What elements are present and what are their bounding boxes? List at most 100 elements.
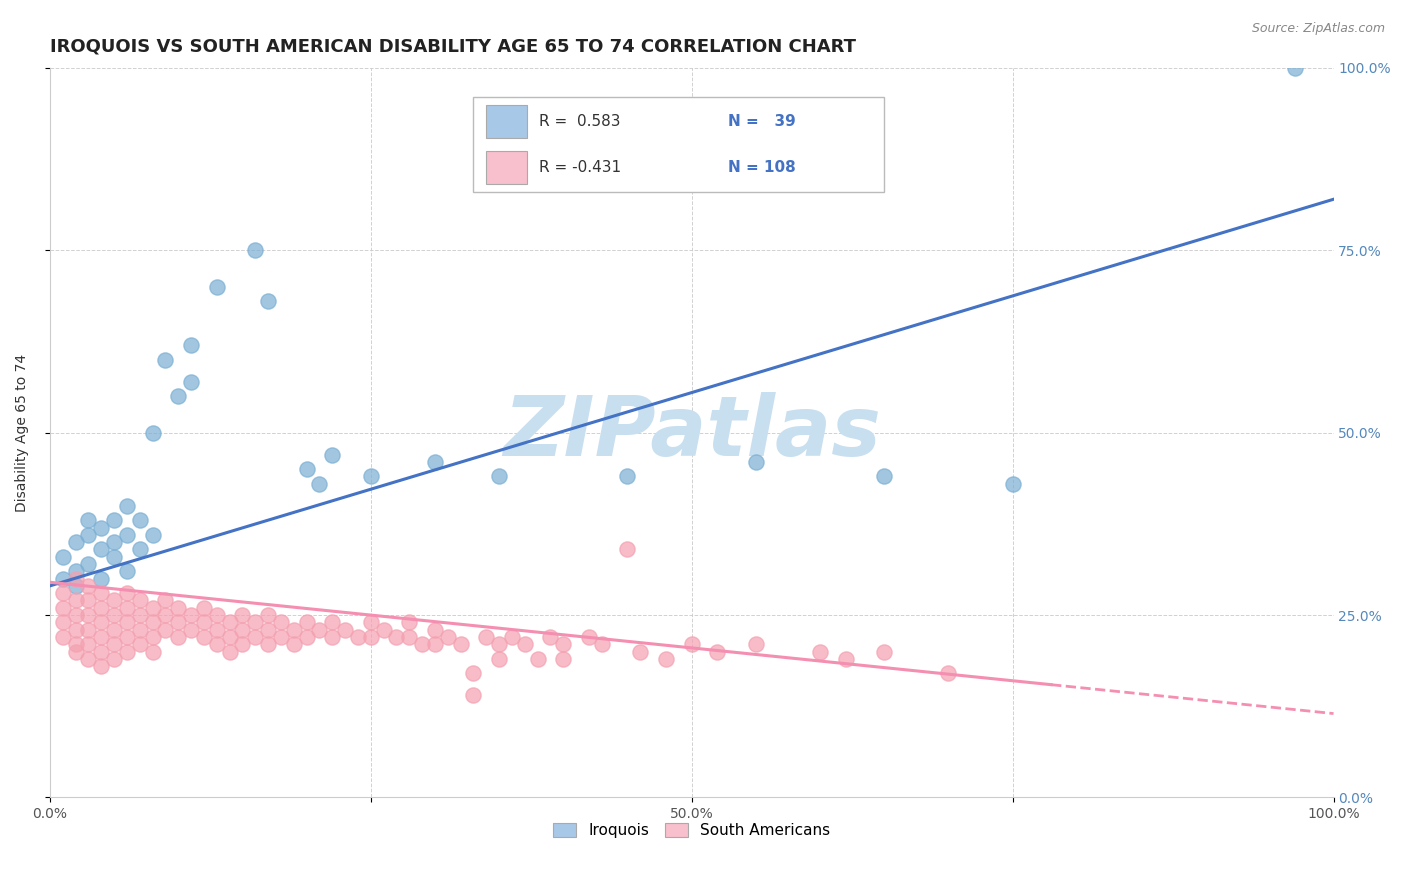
Point bbox=[128, 608, 150, 623]
Point bbox=[835, 652, 858, 666]
Point bbox=[231, 608, 253, 623]
Point bbox=[245, 630, 267, 644]
Point bbox=[65, 608, 87, 623]
Point bbox=[65, 579, 87, 593]
Point bbox=[398, 615, 420, 630]
Point bbox=[488, 469, 510, 483]
Point bbox=[90, 542, 112, 557]
Point bbox=[65, 623, 87, 637]
Point bbox=[513, 637, 536, 651]
Point bbox=[360, 630, 382, 644]
Point bbox=[52, 549, 75, 564]
Point bbox=[681, 637, 703, 651]
Point bbox=[77, 579, 100, 593]
Point bbox=[155, 608, 177, 623]
Point bbox=[180, 338, 202, 352]
Point bbox=[873, 469, 896, 483]
Point bbox=[128, 513, 150, 527]
Point bbox=[155, 623, 177, 637]
Point bbox=[90, 600, 112, 615]
Point bbox=[141, 425, 163, 440]
Point bbox=[270, 630, 292, 644]
Point bbox=[655, 652, 678, 666]
Point bbox=[360, 615, 382, 630]
Point bbox=[115, 644, 138, 658]
Point bbox=[77, 593, 100, 607]
Point bbox=[333, 623, 356, 637]
Point bbox=[283, 637, 305, 651]
Point bbox=[77, 513, 100, 527]
Point bbox=[115, 528, 138, 542]
Point bbox=[115, 499, 138, 513]
Point bbox=[501, 630, 523, 644]
Point bbox=[245, 615, 267, 630]
Point bbox=[321, 615, 343, 630]
Point bbox=[205, 608, 228, 623]
Point bbox=[745, 637, 768, 651]
Point bbox=[193, 615, 215, 630]
Point bbox=[167, 600, 190, 615]
Point bbox=[115, 600, 138, 615]
Point bbox=[257, 623, 280, 637]
Point bbox=[77, 557, 100, 571]
Point bbox=[77, 652, 100, 666]
Text: IROQUOIS VS SOUTH AMERICAN DISABILITY AGE 65 TO 74 CORRELATION CHART: IROQUOIS VS SOUTH AMERICAN DISABILITY AG… bbox=[49, 37, 856, 55]
Point bbox=[218, 644, 240, 658]
Point bbox=[616, 542, 638, 557]
Point bbox=[65, 572, 87, 586]
Point bbox=[141, 644, 163, 658]
Point bbox=[295, 630, 318, 644]
Point bbox=[938, 666, 960, 681]
Point bbox=[295, 615, 318, 630]
Point bbox=[463, 666, 485, 681]
Point bbox=[450, 637, 472, 651]
Text: ZIPatlas: ZIPatlas bbox=[503, 392, 880, 474]
Point bbox=[90, 572, 112, 586]
Point bbox=[77, 637, 100, 651]
Point bbox=[90, 520, 112, 534]
Point bbox=[423, 455, 446, 469]
Point bbox=[218, 615, 240, 630]
Point bbox=[308, 623, 330, 637]
Point bbox=[103, 623, 125, 637]
Point bbox=[1284, 61, 1306, 75]
Point bbox=[167, 389, 190, 403]
Point bbox=[257, 294, 280, 309]
Point bbox=[52, 572, 75, 586]
Point bbox=[155, 352, 177, 367]
Point bbox=[90, 644, 112, 658]
Point bbox=[128, 637, 150, 651]
Point bbox=[411, 637, 433, 651]
Point bbox=[141, 630, 163, 644]
Point bbox=[141, 615, 163, 630]
Point bbox=[128, 593, 150, 607]
Point bbox=[77, 608, 100, 623]
Point bbox=[77, 623, 100, 637]
Point bbox=[103, 593, 125, 607]
Text: Source: ZipAtlas.com: Source: ZipAtlas.com bbox=[1251, 22, 1385, 36]
Point bbox=[65, 644, 87, 658]
Point bbox=[128, 623, 150, 637]
Point bbox=[745, 455, 768, 469]
Point bbox=[103, 535, 125, 549]
Point bbox=[90, 615, 112, 630]
Point bbox=[205, 623, 228, 637]
Point bbox=[141, 600, 163, 615]
Point bbox=[628, 644, 651, 658]
Point bbox=[526, 652, 548, 666]
Point bbox=[706, 644, 728, 658]
Point bbox=[141, 528, 163, 542]
Point bbox=[90, 659, 112, 673]
Point bbox=[540, 630, 562, 644]
Point bbox=[180, 623, 202, 637]
Point bbox=[103, 637, 125, 651]
Point bbox=[193, 600, 215, 615]
Point bbox=[283, 623, 305, 637]
Point bbox=[205, 637, 228, 651]
Point bbox=[321, 630, 343, 644]
Point bbox=[257, 608, 280, 623]
Point bbox=[553, 652, 575, 666]
Point bbox=[115, 630, 138, 644]
Y-axis label: Disability Age 65 to 74: Disability Age 65 to 74 bbox=[15, 353, 30, 512]
Point bbox=[295, 462, 318, 476]
